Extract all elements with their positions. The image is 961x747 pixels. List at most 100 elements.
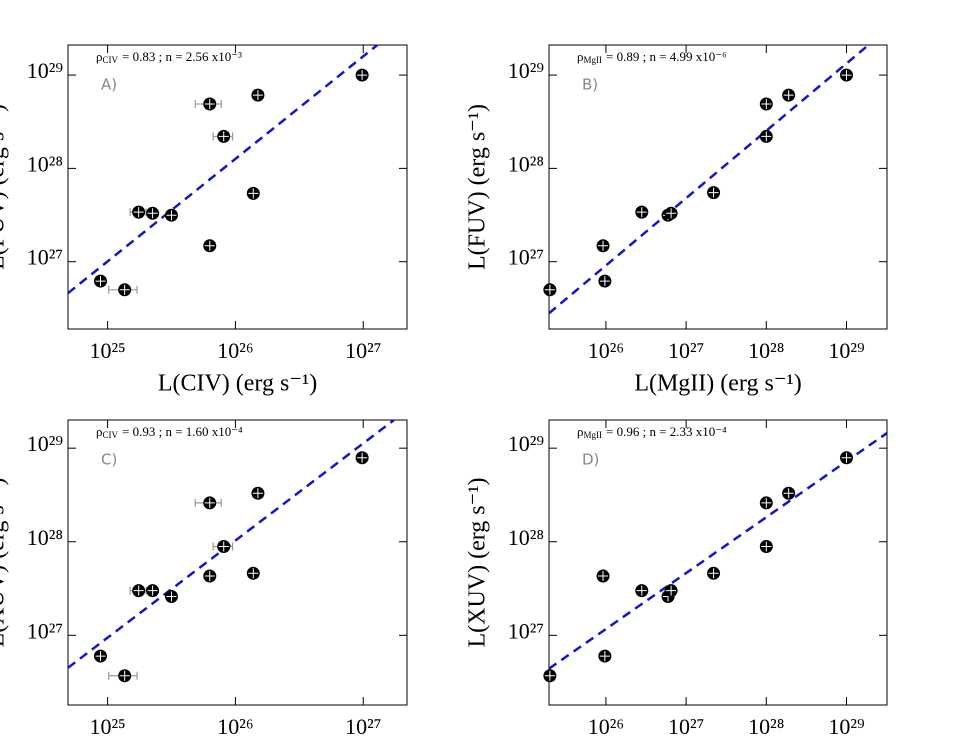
annotation-text: = 0.83 ; n = 2.56 x10⁻³ bbox=[122, 49, 242, 64]
point-cross bbox=[357, 452, 368, 463]
y-tick-label: 10²⁹ bbox=[27, 431, 64, 456]
point-cross bbox=[218, 131, 229, 142]
point-cross bbox=[204, 240, 215, 251]
point-cross bbox=[636, 585, 647, 596]
point-cross bbox=[133, 585, 144, 596]
annotation-symbol: ρ bbox=[96, 424, 103, 439]
x-tick-label: 10²⁶ bbox=[217, 338, 253, 363]
point-cross bbox=[95, 276, 106, 287]
point-cross bbox=[636, 207, 647, 218]
point-cross bbox=[204, 571, 215, 582]
point-cross bbox=[95, 651, 106, 662]
point-cross bbox=[841, 70, 852, 81]
point-cross bbox=[166, 210, 177, 221]
point-cross bbox=[248, 568, 259, 579]
annotation-symbol: ρ bbox=[577, 49, 584, 64]
y-tick-label: 10²⁸ bbox=[27, 525, 63, 550]
point-cross bbox=[133, 207, 144, 218]
annotation-symbol: ρ bbox=[577, 424, 584, 439]
annotation-subscript: MgII bbox=[584, 430, 603, 440]
point-cross bbox=[204, 98, 215, 109]
y-axis-label: L(XUV) (erg s⁻¹) bbox=[0, 477, 10, 647]
point-cross bbox=[544, 670, 555, 681]
fit-line bbox=[68, 420, 395, 669]
point-cross bbox=[119, 284, 130, 295]
point-cross bbox=[147, 585, 158, 596]
x-tick-label: 10²⁵ bbox=[89, 338, 125, 363]
y-tick-label: 10²⁷ bbox=[27, 618, 63, 643]
panel-label: D) bbox=[582, 451, 599, 469]
x-axis-label: L(MgII) (erg s⁻¹) bbox=[634, 371, 801, 397]
fit-line bbox=[549, 45, 870, 315]
x-tick-label: 10²⁶ bbox=[588, 714, 624, 739]
plot-frame bbox=[67, 44, 408, 330]
point-cross bbox=[147, 208, 158, 219]
plot-frame bbox=[67, 419, 408, 706]
panel-label: C) bbox=[101, 451, 117, 469]
annotation-subscript: CIV bbox=[103, 55, 119, 65]
point-cross bbox=[761, 541, 772, 552]
point-cross bbox=[761, 98, 772, 109]
y-tick-label: 10²⁷ bbox=[508, 618, 544, 643]
x-tick-label: 10²⁹ bbox=[828, 714, 865, 739]
point-cross bbox=[544, 284, 555, 295]
point-cross bbox=[357, 70, 368, 81]
point-cross bbox=[204, 497, 215, 508]
panel-label: B) bbox=[582, 76, 598, 94]
x-tick-label: 10²⁷ bbox=[668, 714, 704, 739]
point-cross bbox=[119, 670, 130, 681]
x-tick-label: 10²⁸ bbox=[748, 714, 784, 739]
annotation-text: = 0.96 ; n = 2.33 x10⁻⁴ bbox=[606, 424, 727, 439]
plot-frame bbox=[548, 44, 888, 330]
y-tick-label: 10²⁹ bbox=[508, 58, 545, 83]
x-axis-label: L(CIV) (erg s⁻¹) bbox=[158, 371, 317, 397]
point-cross bbox=[666, 208, 677, 219]
annotation: ρMgII = 0.89 ; n = 4.99 x10⁻⁶ bbox=[577, 49, 727, 65]
y-tick-label: 10²⁹ bbox=[508, 431, 545, 456]
annotation-symbol: ρ bbox=[96, 49, 103, 64]
point-cross bbox=[218, 541, 229, 552]
point-cross bbox=[783, 488, 794, 499]
point-cross bbox=[708, 187, 719, 198]
point-cross bbox=[598, 571, 609, 582]
fit-line bbox=[68, 45, 379, 295]
point-cross bbox=[666, 585, 677, 596]
point-cross bbox=[599, 651, 610, 662]
annotation-subscript: CIV bbox=[103, 430, 119, 440]
y-axis-label: L(XUV) (erg s⁻¹) bbox=[465, 477, 491, 647]
point-cross bbox=[248, 188, 259, 199]
annotation-text: = 0.93 ; n = 1.60 x10⁻⁴ bbox=[122, 424, 243, 439]
point-cross bbox=[761, 131, 772, 142]
x-tick-label: 10²⁶ bbox=[588, 338, 624, 363]
annotation: ρCIV = 0.83 ; n = 2.56 x10⁻³ bbox=[96, 49, 242, 65]
y-tick-label: 10²⁸ bbox=[508, 525, 544, 550]
x-tick-label: 10²⁷ bbox=[345, 338, 381, 363]
y-tick-label: 10²⁷ bbox=[27, 245, 63, 270]
point-cross bbox=[252, 488, 263, 499]
y-tick-label: 10²⁸ bbox=[508, 151, 544, 176]
y-tick-label: 10²⁸ bbox=[27, 151, 63, 176]
x-tick-label: 10²⁶ bbox=[217, 714, 253, 739]
point-cross bbox=[599, 276, 610, 287]
y-axis-label: L(FUV) (erg s⁻¹) bbox=[465, 104, 491, 270]
fit-line bbox=[549, 432, 887, 670]
point-cross bbox=[598, 240, 609, 251]
annotation-text: = 0.89 ; n = 4.99 x10⁻⁶ bbox=[606, 49, 727, 64]
point-cross bbox=[708, 568, 719, 579]
y-tick-label: 10²⁹ bbox=[27, 58, 64, 83]
y-tick-label: 10²⁷ bbox=[508, 245, 544, 270]
x-tick-label: 10²⁷ bbox=[668, 338, 704, 363]
x-tick-label: 10²⁸ bbox=[748, 338, 784, 363]
x-tick-label: 10²⁹ bbox=[828, 338, 865, 363]
annotation: ρCIV = 0.93 ; n = 1.60 x10⁻⁴ bbox=[96, 424, 243, 440]
point-cross bbox=[166, 591, 177, 602]
panel-label: A) bbox=[101, 76, 117, 94]
point-cross bbox=[841, 452, 852, 463]
annotation: ρMgII = 0.96 ; n = 2.33 x10⁻⁴ bbox=[577, 424, 727, 440]
y-axis-label: L(FUV) (erg s⁻¹) bbox=[0, 104, 10, 270]
point-cross bbox=[761, 497, 772, 508]
point-cross bbox=[252, 90, 263, 101]
annotation-subscript: MgII bbox=[584, 55, 603, 65]
